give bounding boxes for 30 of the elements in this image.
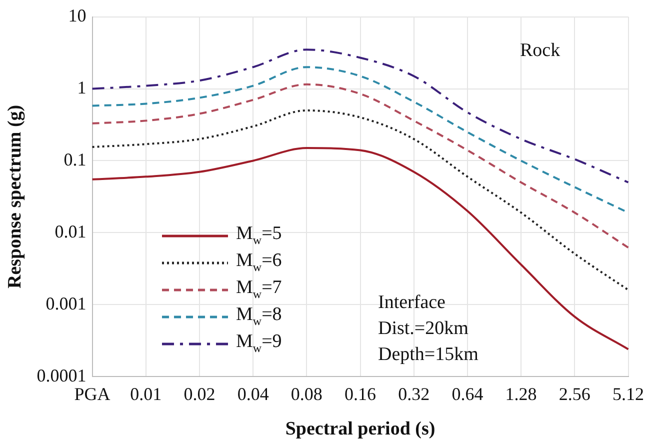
y-tick-label: 0.001 [46,293,86,314]
x-tick-label: 0.32 [398,384,430,404]
x-tick-label: 0.02 [184,384,216,404]
y-axis-title: Response spectrum (g) [4,104,26,289]
x-tick-label: 1.28 [505,384,537,404]
y-tick-label: 10 [68,6,86,26]
y-tick-label: 0.0001 [36,365,86,386]
x-tick-label: 0.08 [290,384,322,404]
annotation: Dist.=20km [378,317,468,341]
legend-label: M$_{w}$=8 [236,304,282,329]
line-series [91,109,630,291]
legend-label: M$_{w}$=6 [236,250,282,275]
x-tick-label: 0.64 [452,384,484,404]
x-tick-label: 0.16 [344,384,376,404]
y-tick-label: 0.01 [54,221,86,242]
legend-label: M$_{w}$=7 [236,277,282,302]
annotation: Depth=15km [378,343,478,367]
line-series [91,83,630,249]
x-tick-label: 0.04 [237,384,269,404]
x-tick-label: 5.12 [612,384,644,404]
legend-label: M$_{w}$=9 [236,331,282,356]
y-tick-label: 0.1 [64,149,86,170]
legend-label: M$_{w}$=5 [236,223,282,248]
y-tick-label: 1 [77,77,86,98]
annotation: Interface [378,291,446,315]
x-axis-title: Spectral period (s) [285,418,436,440]
x-tick-label: 2.56 [558,384,590,404]
annotation: Rock [520,39,560,63]
x-tick-label: PGA [74,384,110,404]
x-tick-label: 0.01 [130,384,162,404]
